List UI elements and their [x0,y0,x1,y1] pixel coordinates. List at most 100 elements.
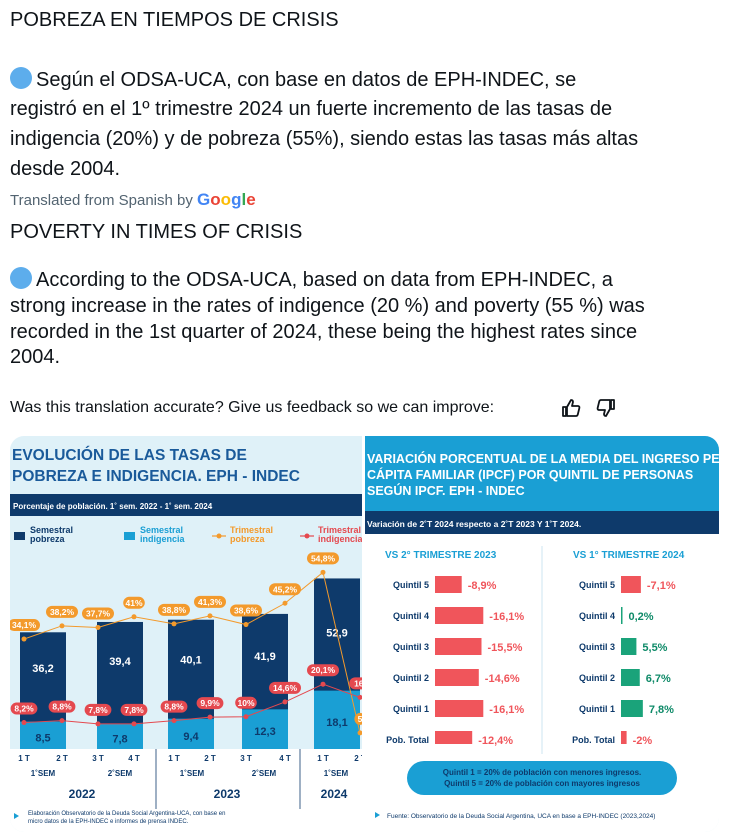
variation-bar [435,638,482,655]
quintil-label: Quintil 5 [579,580,615,590]
label-pill [123,596,145,609]
variation-label: -16,1% [489,704,524,716]
variation-bar [621,638,637,655]
point-trimestral-pobreza [320,569,326,575]
legend-swatch [216,533,222,539]
variation-bar [621,576,641,593]
label-pill [269,583,301,596]
chart-title-line: POBREZA E INDIGENCIA. EPH - INDEC [12,468,300,485]
chart-subtitle: Variación de 2˚T 2024 respecto a 2˚T 202… [367,519,581,529]
poverty-chart-image[interactable]: EVOLUCIÓN DE LAS TASAS DE POBREZA E INDI… [10,436,362,832]
point-trimestral-indigencia [207,714,213,720]
chart-title-line: SEGÚN IPCF. EPH - INDEC [367,483,525,498]
variation-label: -14,6% [485,673,520,685]
note-line: Quintil 1 = 20% de población con menores… [443,768,642,777]
quarter-label: 1 T [317,754,329,763]
quarter-label: 1 T [18,754,30,763]
income-chart-image[interactable]: VARIACIÓN PORCENTUAL DE LA MEDIA DEL ING… [365,436,719,832]
note-line: Quintil 5 = 20% de población con mayores… [444,779,640,788]
label-pill [10,702,38,715]
semester-label: 2˚SEM [108,769,133,778]
chart-title-line: CÁPITA FAMILIAR (IPCF) POR QUINTIL DE PE… [367,467,693,482]
series-header: VS 1° TRIMESTRE 2024 [573,550,685,561]
variation-label: 0,2% [629,611,654,623]
year-label: 2023 [214,787,241,801]
variation-label: 7,8% [649,704,674,716]
variation-bar [621,607,623,624]
legend-label: Semestral [140,525,183,535]
quintil-label: Pob. Total [386,735,429,745]
series-line [23,683,361,725]
label-pill [307,552,339,565]
title-band [365,436,719,511]
plot-area: 36,239,4 40,1 41,952,98,5 7,8 9,4 12,318,134,… [10,552,362,749]
label-pill [84,703,112,716]
quintil-label: Quintil 1 [393,704,429,714]
variation-label: -15,5% [488,642,523,654]
income-chart: VARIACIÓN PORCENTUAL DE LA MEDIA DEL ING… [365,436,719,832]
poverty-chart: EVOLUCIÓN DE LAS TASAS DE POBREZA E INDI… [10,446,362,832]
legend-label: pobreza [230,534,266,544]
translation-attribution[interactable]: Translated from Spanish by Google [10,190,256,209]
label-pill [235,696,257,709]
blue-circle-icon [10,267,32,289]
bar-label: 9,4 [183,731,199,743]
label-pill [46,605,78,618]
point-trimestral-pobreza [357,730,362,736]
bar-label: 39,4 [109,656,131,668]
variation-label: -7,1% [647,580,676,592]
label-pill [10,619,40,632]
quintil-label: Pob. Total [572,735,615,745]
point-trimestral-indigencia [21,720,27,726]
semester-label: 1˚SEM [180,769,205,778]
point-label: 8,8% [164,702,184,712]
point-label: 8,2% [14,704,34,714]
point-label: 45,2% [273,584,298,594]
label-pill [230,604,262,617]
point-trimestral-pobreza [131,614,137,620]
legend-swatch [14,532,25,540]
series-header: VS 2° TRIMESTRE 2023 [385,550,497,561]
triangle-icon [14,813,19,819]
point-label: 54,8% [311,553,336,563]
point-trimestral-pobreza [171,621,177,627]
chart-legend: SemestralpobrezaSemestralindigenciaTrime… [14,525,362,544]
label-pill [196,697,224,710]
bar-label: 41,9 [254,651,275,663]
variation-bar [621,731,627,744]
quarter-label: 4 T [279,754,291,763]
quintil-note: Quintil 1 = 20% de población con menores… [375,761,677,818]
legend-label: Trimestral [318,525,361,535]
label-pill [160,700,188,713]
quarter-label: 3 T [92,754,104,763]
quarter-label: 1 T [168,754,180,763]
point-label: 41% [125,598,142,608]
quintil-label: Quintil 4 [393,611,429,621]
axis-band [10,749,362,809]
variation-bar [435,700,484,717]
tweet-body-es-line: registró en el 1º trimestre 2024 un fuer… [10,98,613,120]
bar-label: 36,2 [32,663,53,675]
legend-swatch [124,532,135,540]
point-label: 10% [237,698,254,708]
tweet-body-es-line: indigencia (20%) y de pobreza (55%), sie… [10,128,639,150]
point-label: 16, [354,678,362,688]
google-logo: Google [197,190,256,209]
tweet-body-en-line: strong increase in the rates of indigenc… [10,295,645,317]
note-pill [407,761,677,795]
quintil-label: Quintil 3 [393,642,429,652]
label-pill [349,677,362,690]
bar-label: 7,8 [112,733,127,745]
source-line: Elaboración Observatorio de la Deuda Soc… [28,811,225,817]
tweet-body-en-line: According to the ODSA-UCA, based on data… [10,266,613,295]
tweet-body-en-line: 2004. [10,346,61,368]
quarter-label: 2 T [204,754,216,763]
thumbs-down-icon[interactable] [596,398,616,418]
point-trimestral-pobreza [282,600,288,606]
bar-semestral-indigencia [97,723,143,749]
subtitle-band [365,511,719,534]
translation-feedback-text: Was this translation accurate? Give us f… [10,399,495,416]
subtitle-band [10,494,362,516]
blue-circle-icon [10,67,32,89]
thumbs-up-icon[interactable] [561,398,581,418]
